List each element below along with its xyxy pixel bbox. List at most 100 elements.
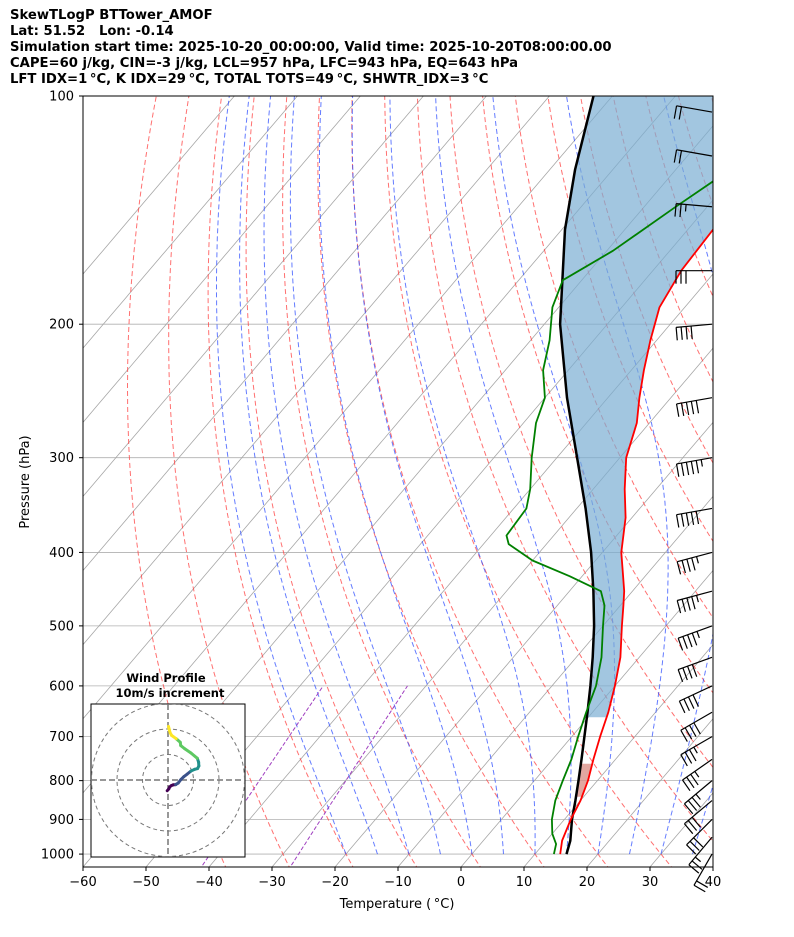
chart-title-indices-2: LFT IDX=1 °C, K IDX=29 °C, TOTAL TOTS=49… <box>10 72 489 87</box>
dry-adiabat-line <box>245 96 418 867</box>
wind-barb-shaft <box>684 780 713 805</box>
wind-barb-shaft <box>680 711 713 731</box>
wind-barb <box>675 397 713 417</box>
wind-barb-flag <box>675 403 680 417</box>
wind-barb-half-flag <box>694 856 702 863</box>
wind-barb-flag <box>683 823 694 835</box>
x-tick-label: 10 <box>516 875 533 890</box>
wind-barb-flag <box>683 803 694 815</box>
wind-barb-flag <box>684 751 693 764</box>
dry-adiabat-line <box>207 96 354 867</box>
isotherm-line <box>208 273 713 867</box>
wind-barb-flag <box>687 820 698 831</box>
wind-barb <box>677 625 713 651</box>
wind-barb-flag <box>688 749 697 762</box>
isotherm-line <box>586 718 713 867</box>
wind-barb-flag <box>695 400 700 414</box>
wind-barb <box>676 551 713 575</box>
hodograph-title: Wind Profile <box>126 671 206 685</box>
wind-barb-flag <box>682 667 688 681</box>
dry-adiabat-line <box>416 96 713 842</box>
wind-barb-flag <box>676 561 682 575</box>
wind-barb-flag <box>676 600 682 614</box>
wind-barb <box>674 203 713 218</box>
x-axis-label: Temperature ( °C) <box>339 897 455 912</box>
moist-adiabat-line <box>216 96 347 855</box>
wind-barb <box>683 780 713 815</box>
wind-barb-flag <box>674 203 677 217</box>
dry-adiabat-line <box>351 96 609 867</box>
wind-barb <box>683 800 713 835</box>
x-tick-label: −40 <box>195 875 222 890</box>
dry-adiabat-line <box>449 96 713 769</box>
wind-barb-flag <box>678 700 686 714</box>
wind-barb <box>673 105 713 120</box>
hodograph-inset: Wind Profile 10m/s increment <box>90 671 246 858</box>
wind-barb-flag <box>680 513 685 527</box>
wind-barb-flag <box>695 511 700 525</box>
wind-barb-flag <box>680 754 688 767</box>
wind-barb-flag <box>685 462 690 476</box>
wind-barb-flag <box>680 402 685 416</box>
mixing-ratio-line <box>200 685 324 867</box>
moist-adiabat-line <box>318 96 473 855</box>
axes: −60 −50 −40 −30 −20 −10 0 10 20 30 40 1000 900 800 700… <box>41 90 721 891</box>
wind-barb-flag <box>693 722 701 735</box>
wind-barb-flag <box>680 326 683 340</box>
moist-adiabat-line <box>263 96 410 855</box>
wind-barb-flag <box>682 636 688 649</box>
wind-barb-shaft <box>676 323 713 328</box>
wind-barbs <box>673 105 713 893</box>
moist-adiabat-line <box>492 96 615 855</box>
wind-barb-half-flag <box>695 556 699 564</box>
wind-barb-flag <box>685 512 690 526</box>
wind-barb-flag <box>675 463 680 477</box>
wind-barb-flag <box>695 460 700 474</box>
wind-barb-flag <box>687 665 693 679</box>
moist-adiabat-line <box>660 96 713 855</box>
hodograph-segment <box>167 724 171 732</box>
wind-barb <box>682 758 713 792</box>
y-tick-label: 900 <box>49 813 74 828</box>
wind-barb-flag <box>691 816 701 828</box>
wind-barb-shaft <box>693 853 713 886</box>
dewpoint-profile-line <box>505 180 713 855</box>
hodograph-plot <box>91 704 245 857</box>
wind-barb-flag <box>696 880 709 888</box>
isotherm-line <box>83 96 550 646</box>
y-tick-label: 500 <box>49 619 74 634</box>
wind-barb-flag <box>691 664 698 677</box>
x-tick-label: −20 <box>321 875 348 890</box>
wind-barb-flag <box>687 800 698 811</box>
wind-barb-shaft <box>677 551 713 563</box>
wind-barb-shaft <box>676 457 713 465</box>
wind-barb-shaft <box>677 656 713 671</box>
y-tick-label: 200 <box>49 318 74 333</box>
wind-barb-flag <box>682 779 691 792</box>
isotherm-line <box>712 866 713 867</box>
isotherm-line <box>83 96 613 720</box>
dry-adiabat-line <box>771 79 794 870</box>
wind-barb-half-flag <box>694 771 700 778</box>
wind-barb-flag <box>675 514 680 528</box>
wind-barb-flag <box>686 597 691 611</box>
x-tick-label: −60 <box>69 875 96 890</box>
x-tick-label: −30 <box>258 875 285 890</box>
wind-barb-flag <box>691 557 696 571</box>
wind-barb-half-flag <box>696 631 700 639</box>
wind-barb-flag <box>675 327 678 341</box>
x-tick-label: −50 <box>132 875 159 890</box>
y-tick-label: 400 <box>49 546 74 561</box>
moist-adiabat-line <box>724 96 794 854</box>
wind-barb <box>676 590 713 614</box>
dry-adiabat-line <box>317 96 545 867</box>
y-tick-label: 1000 <box>41 848 74 863</box>
wind-barb-flag <box>677 669 684 682</box>
wind-barb-flag <box>690 325 693 340</box>
wind-barb-flag <box>684 727 693 740</box>
wind-barb-shaft <box>677 590 713 602</box>
wind-barb-flag <box>690 511 695 526</box>
x-tick-label: 0 <box>457 875 465 890</box>
wind-barb-flag <box>691 596 696 610</box>
